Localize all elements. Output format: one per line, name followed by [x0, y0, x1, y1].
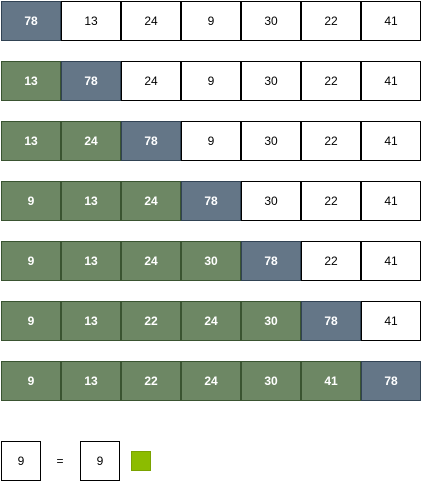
sorted-value-cell: 41: [301, 361, 361, 401]
unsorted-value-cell: 41: [361, 61, 421, 101]
sorted-value-cell: 13: [61, 241, 121, 281]
sorted-value-cell: 24: [61, 121, 121, 161]
unsorted-value-cell: 13: [61, 1, 121, 41]
sorted-value-cell: 24: [121, 181, 181, 221]
unsorted-value-cell: 41: [361, 181, 421, 221]
sorted-value-cell: 30: [241, 361, 301, 401]
sorted-value-cell: 13: [61, 361, 121, 401]
sorted-value-cell: 22: [121, 301, 181, 341]
unsorted-value-cell: 24: [121, 61, 181, 101]
unsorted-value-cell: 22: [301, 1, 361, 41]
sorted-value-cell: 13: [61, 301, 121, 341]
current-value-cell: 78: [301, 301, 361, 341]
unsorted-value-cell: 30: [241, 181, 301, 221]
sorted-value-cell: 13: [1, 61, 61, 101]
unsorted-value-cell: 22: [301, 61, 361, 101]
current-value-cell: 78: [1, 1, 61, 41]
current-value-cell: 78: [61, 61, 121, 101]
sorted-value-cell: 9: [1, 301, 61, 341]
unsorted-value-cell: 41: [361, 301, 421, 341]
match-color-swatch: [131, 451, 151, 471]
unsorted-value-cell: 30: [241, 61, 301, 101]
legend-left-box: 9: [1, 441, 41, 481]
sorted-value-cell: 9: [1, 181, 61, 221]
sorted-value-cell: 13: [1, 121, 61, 161]
unsorted-value-cell: 22: [301, 121, 361, 161]
sorted-value-cell: 9: [1, 361, 61, 401]
unsorted-value-cell: 41: [361, 121, 421, 161]
legend-equals-sign: =: [56, 454, 64, 468]
current-value-cell: 78: [361, 361, 421, 401]
sorted-value-cell: 9: [1, 241, 61, 281]
unsorted-value-cell: 22: [301, 241, 361, 281]
unsorted-value-cell: 41: [361, 1, 421, 41]
unsorted-value-cell: 30: [241, 1, 301, 41]
sorted-value-cell: 30: [241, 301, 301, 341]
unsorted-value-cell: 22: [301, 181, 361, 221]
sorted-value-cell: 24: [181, 361, 241, 401]
sorted-value-cell: 24: [121, 241, 181, 281]
current-value-cell: 78: [241, 241, 301, 281]
sorted-value-cell: 22: [121, 361, 181, 401]
current-value-cell: 78: [181, 181, 241, 221]
sorted-value-cell: 13: [61, 181, 121, 221]
unsorted-value-cell: 30: [241, 121, 301, 161]
legend-right-box: 9: [80, 441, 120, 481]
sorted-value-cell: 24: [181, 301, 241, 341]
unsorted-value-cell: 24: [121, 1, 181, 41]
unsorted-value-cell: 9: [181, 1, 241, 41]
unsorted-value-cell: 41: [361, 241, 421, 281]
sorted-value-cell: 30: [181, 241, 241, 281]
current-value-cell: 78: [121, 121, 181, 161]
unsorted-value-cell: 9: [181, 121, 241, 161]
unsorted-value-cell: 9: [181, 61, 241, 101]
